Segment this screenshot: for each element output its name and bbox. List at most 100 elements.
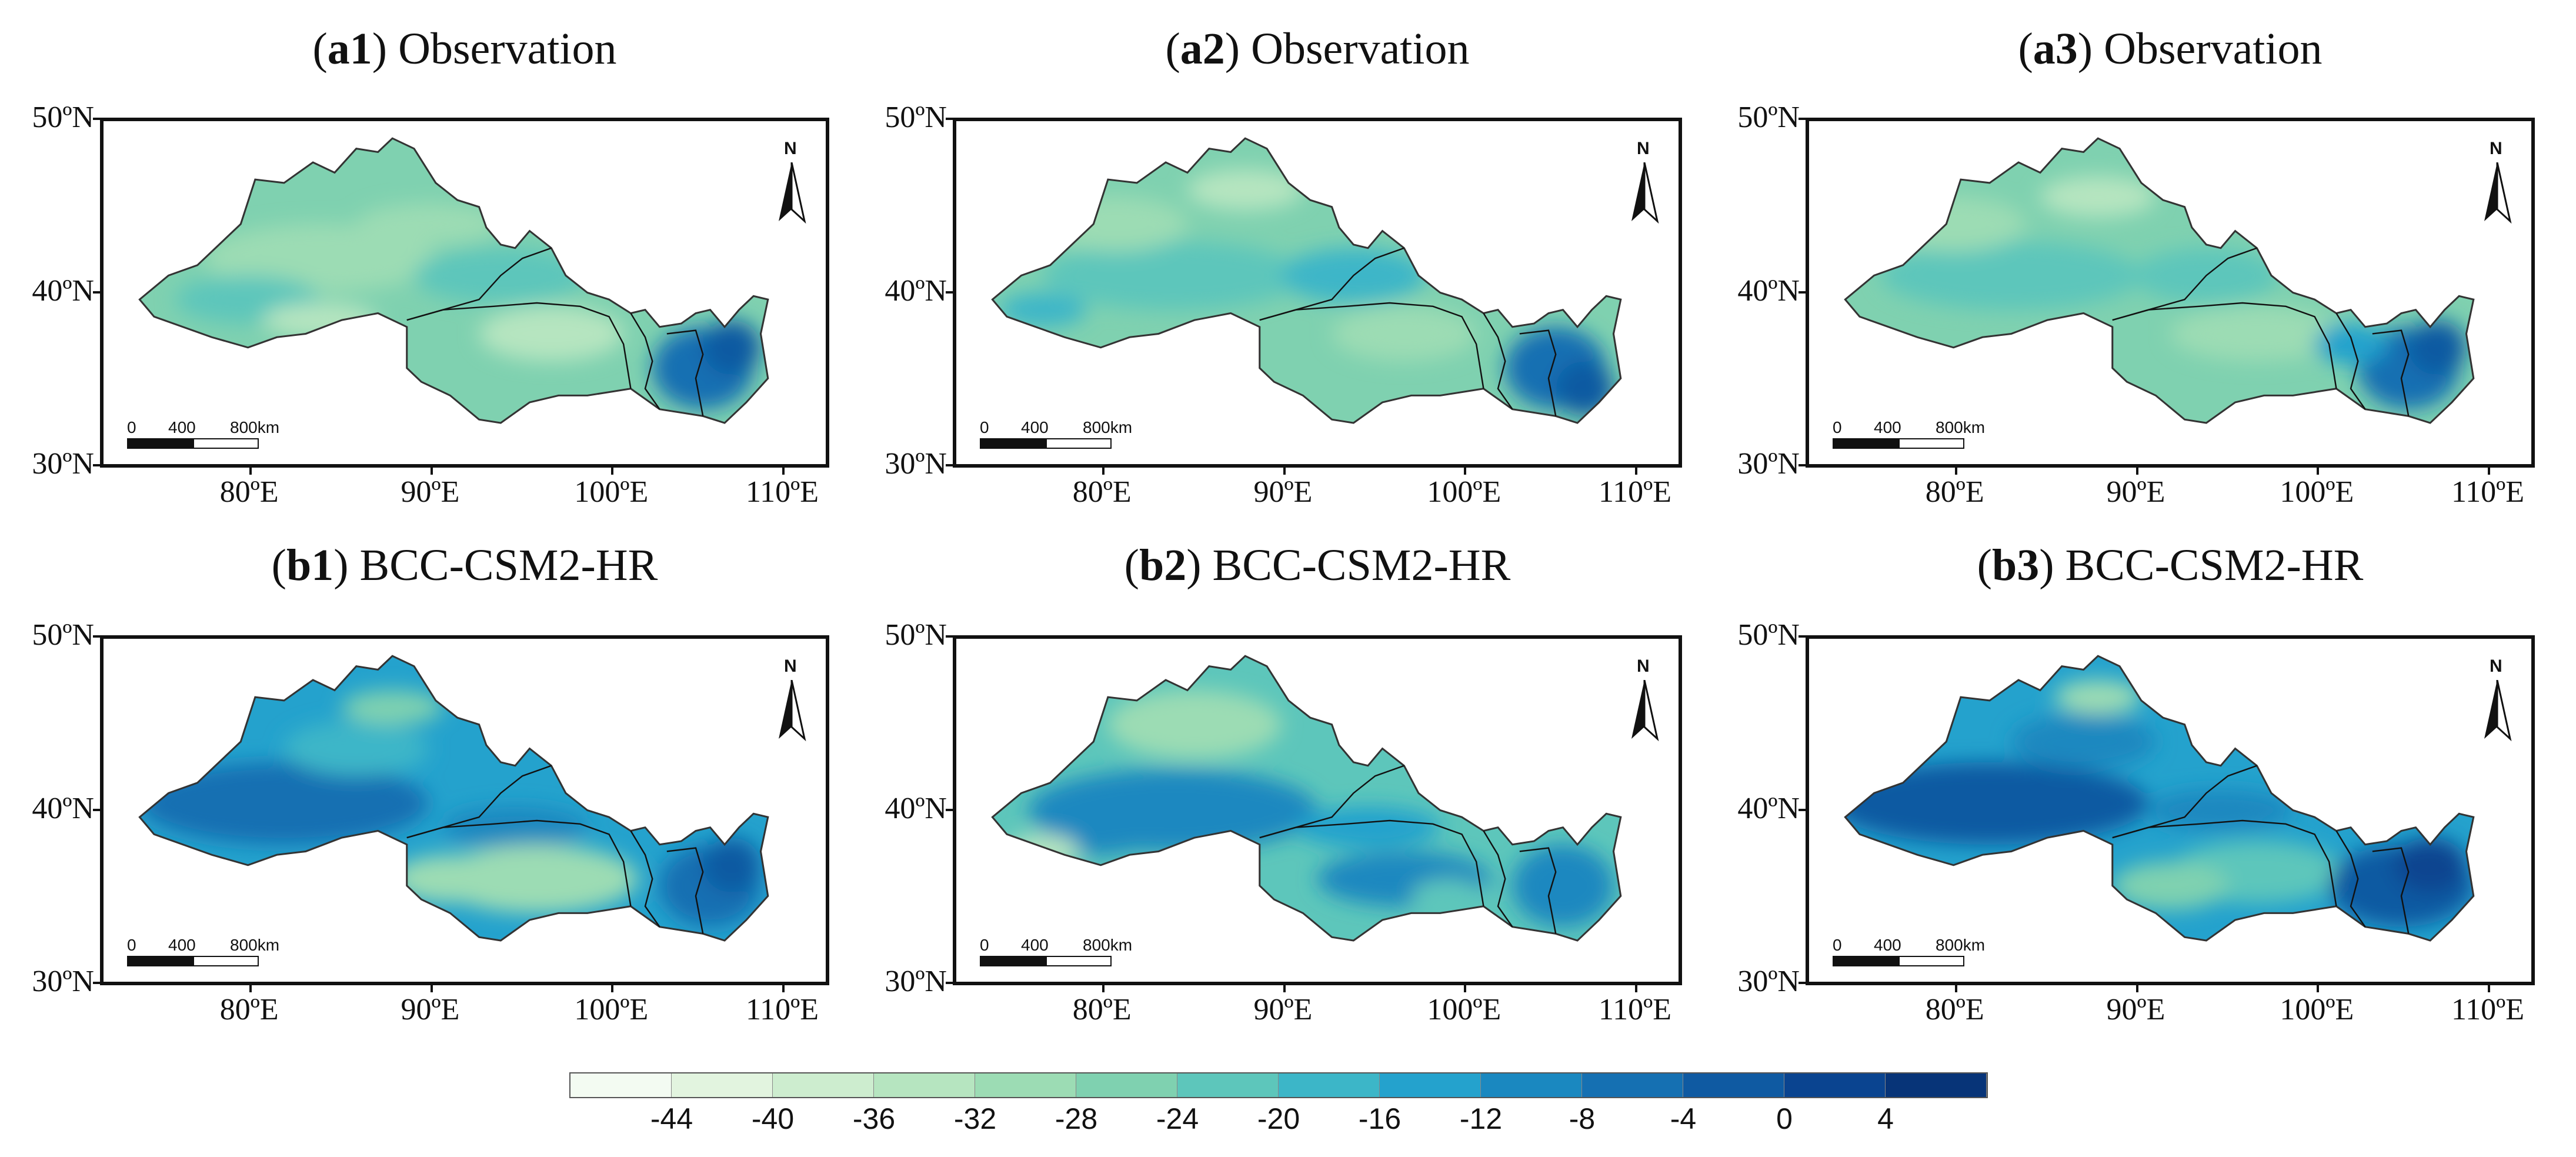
- x-tick-mark: [1102, 466, 1105, 475]
- y-tick-label: 50ºN: [885, 618, 947, 652]
- colorbar-swatch: [874, 1073, 975, 1097]
- x-tick-mark: [1635, 984, 1637, 992]
- y-tick-label: 40ºN: [1737, 274, 1800, 308]
- x-tick-label: 100ºE: [2280, 993, 2354, 1026]
- x-tick-label: 80ºE: [1072, 993, 1132, 1026]
- y-tick-mark: [946, 118, 954, 120]
- x-tick-mark: [2317, 984, 2320, 992]
- y-tick-label: 40ºN: [885, 791, 947, 825]
- y-tick-label: 50ºN: [32, 618, 94, 652]
- y-tick-mark: [946, 982, 954, 984]
- contour-blob: [443, 806, 588, 848]
- x-tick-mark: [782, 984, 785, 992]
- map-panel-a3: 0 400 800km N: [1806, 118, 2535, 468]
- x-tick-label: 90ºE: [2106, 475, 2165, 509]
- province-boundary: [630, 312, 660, 410]
- y-tick-label: 40ºN: [32, 274, 94, 308]
- y-tick-label: 50ºN: [885, 101, 947, 134]
- province-boundary: [1259, 302, 1484, 389]
- x-tick-label: 90ºE: [401, 993, 460, 1026]
- province-boundary: [630, 830, 660, 928]
- colorbar: [569, 1072, 1988, 1098]
- x-tick-label: 110ºE: [1599, 993, 1671, 1026]
- province-boundary: [2372, 847, 2410, 934]
- x-tick-mark: [2488, 984, 2490, 992]
- scale-bar-label: 800km: [230, 936, 280, 954]
- contour-blob: [1556, 361, 1614, 416]
- contour-blob: [356, 203, 501, 245]
- y-tick-mark: [1798, 118, 1807, 120]
- x-tick-label: 90ºE: [1253, 993, 1313, 1026]
- colorbar-swatch: [1886, 1073, 1987, 1097]
- province-boundary: [406, 819, 632, 906]
- x-tick-mark: [249, 984, 252, 992]
- colorbar-label: -12: [1459, 1102, 1503, 1135]
- map-b2: [991, 655, 1622, 942]
- colorbar-label: -20: [1257, 1102, 1300, 1135]
- y-tick-label: 50ºN: [32, 101, 94, 134]
- y-tick-mark: [1798, 982, 1807, 984]
- x-tick-mark: [1464, 984, 1467, 992]
- map-panel-b1: 0 400 800km N: [100, 635, 829, 985]
- y-tick-mark: [93, 635, 101, 638]
- x-tick-label: 110ºE: [2451, 475, 2524, 509]
- colorbar-swatch: [1784, 1073, 1886, 1097]
- province-boundary: [666, 329, 704, 416]
- x-tick-label: 80ºE: [1072, 475, 1132, 509]
- y-tick-mark: [93, 982, 101, 984]
- north-arrow-icon: N: [1627, 656, 1662, 745]
- region-outline: [138, 655, 769, 942]
- scale-bar-label: 0: [1833, 936, 1842, 954]
- contour-blob: [1296, 806, 1440, 848]
- scale-bar: 0 400 800km: [980, 418, 1133, 454]
- contour-blob: [1512, 844, 1614, 927]
- scale-bar: 0 400 800km: [1833, 418, 1986, 454]
- scale-bar-label: 400: [1874, 418, 1901, 436]
- x-tick-label: 110ºE: [1599, 475, 1671, 509]
- province-boundary: [2335, 830, 2366, 928]
- scale-bar-label: 0: [980, 418, 989, 436]
- x-tick-mark: [2135, 984, 2138, 992]
- contour-blob: [1881, 241, 2141, 310]
- region-outline: [1844, 655, 2475, 942]
- scale-bar-label: 0: [127, 936, 136, 954]
- scale-bar-label: 800km: [1936, 418, 1986, 436]
- y-tick-mark: [93, 291, 101, 294]
- x-tick-mark: [249, 466, 252, 475]
- x-tick-label: 80ºE: [219, 475, 279, 509]
- province-boundary: [1519, 329, 1557, 416]
- map-panel-a1: 0 400 800km N: [100, 118, 829, 468]
- north-arrow-icon: N: [2480, 139, 2515, 227]
- y-tick-mark: [946, 464, 954, 466]
- contour-blob: [2054, 679, 2141, 715]
- map-b1: [138, 655, 769, 942]
- y-tick-label: 30ºN: [32, 965, 94, 998]
- scale-bar: 0 400 800km: [127, 418, 280, 454]
- y-tick-mark: [1798, 635, 1807, 638]
- colorbar-swatch: [773, 1073, 874, 1097]
- x-tick-mark: [1954, 466, 1957, 475]
- contour-blob: [1411, 879, 1484, 913]
- x-tick-mark: [1283, 466, 1286, 475]
- contour-blob: [1107, 690, 1282, 759]
- x-tick-label: 110ºE: [746, 993, 819, 1026]
- map-a1: [138, 137, 769, 424]
- y-tick-label: 40ºN: [32, 791, 94, 825]
- contour-blob: [1006, 834, 1079, 869]
- y-tick-mark: [1798, 291, 1807, 294]
- y-tick-mark: [1798, 808, 1807, 811]
- colorbar-label: -32: [953, 1102, 997, 1135]
- contour-blob: [2314, 323, 2387, 365]
- contour-blob: [1043, 800, 1159, 855]
- x-tick-label: 90ºE: [401, 475, 460, 509]
- contour-blob: [2170, 306, 2344, 362]
- x-tick-mark: [1635, 466, 1637, 475]
- contour-blob: [1845, 762, 2149, 845]
- scale-bar-label: 400: [1021, 418, 1049, 436]
- contour-blob: [262, 302, 378, 338]
- colorbar-label: 4: [1877, 1102, 1894, 1135]
- x-tick-mark: [782, 466, 785, 475]
- x-tick-mark: [430, 466, 433, 475]
- panel-title-a3: (a3) Observation: [2018, 24, 2323, 74]
- x-tick-mark: [611, 466, 614, 475]
